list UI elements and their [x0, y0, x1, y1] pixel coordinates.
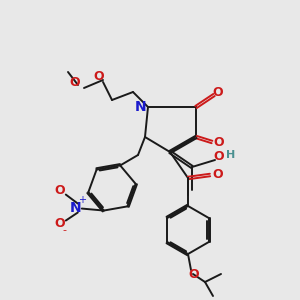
Text: O: O — [213, 169, 223, 182]
Text: H: H — [226, 150, 236, 160]
Text: -: - — [63, 226, 67, 236]
Text: O: O — [214, 151, 224, 164]
Text: O: O — [213, 85, 223, 98]
Text: O: O — [189, 268, 199, 281]
Text: +: + — [78, 195, 86, 205]
Text: O: O — [94, 70, 104, 83]
Text: O: O — [70, 76, 80, 89]
Text: N: N — [70, 201, 82, 214]
Text: O: O — [55, 217, 65, 230]
Text: N: N — [135, 100, 147, 114]
Text: O: O — [55, 184, 65, 197]
Text: O: O — [214, 136, 224, 148]
